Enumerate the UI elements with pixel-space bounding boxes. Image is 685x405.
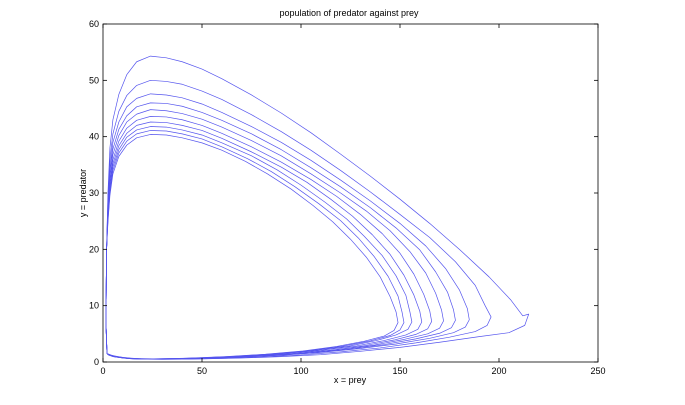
x-tick-label: 200 <box>491 366 506 376</box>
chart-title: population of predator against prey <box>279 8 419 18</box>
series-line-6 <box>105 116 433 360</box>
series-line-7 <box>105 121 423 360</box>
series-line-8 <box>105 126 413 360</box>
plot-frame <box>102 23 599 363</box>
y-tick-label: 20 <box>89 244 99 254</box>
series-line-1 <box>105 55 530 360</box>
series-line-5 <box>105 109 444 360</box>
y-tick-label: 10 <box>89 301 99 311</box>
series-line-9 <box>105 130 405 360</box>
x-axis-ticks: 0 50 100 150 200 250 <box>100 24 606 376</box>
series-line-10 <box>105 134 399 360</box>
series-line-4 <box>105 102 456 360</box>
x-tick-label: 50 <box>197 366 207 376</box>
y-axis-ticks: 0 10 20 30 40 50 60 <box>89 19 598 367</box>
x-tick-label: 250 <box>590 366 605 376</box>
x-tick-label: 150 <box>392 366 407 376</box>
y-tick-label: 60 <box>89 19 99 29</box>
y-tick-label: 30 <box>89 188 99 198</box>
x-tick-label: 100 <box>293 366 308 376</box>
series-line-3 <box>105 93 470 360</box>
y-tick-label: 0 <box>94 357 99 367</box>
series-line-2 <box>105 79 492 360</box>
y-axis-title: y = predator <box>78 169 88 217</box>
x-axis-title: x = prey <box>334 375 367 385</box>
x-tick-label: 0 <box>100 366 105 376</box>
y-tick-label: 50 <box>89 75 99 85</box>
y-tick-label: 40 <box>89 132 99 142</box>
series-layer <box>105 55 530 360</box>
